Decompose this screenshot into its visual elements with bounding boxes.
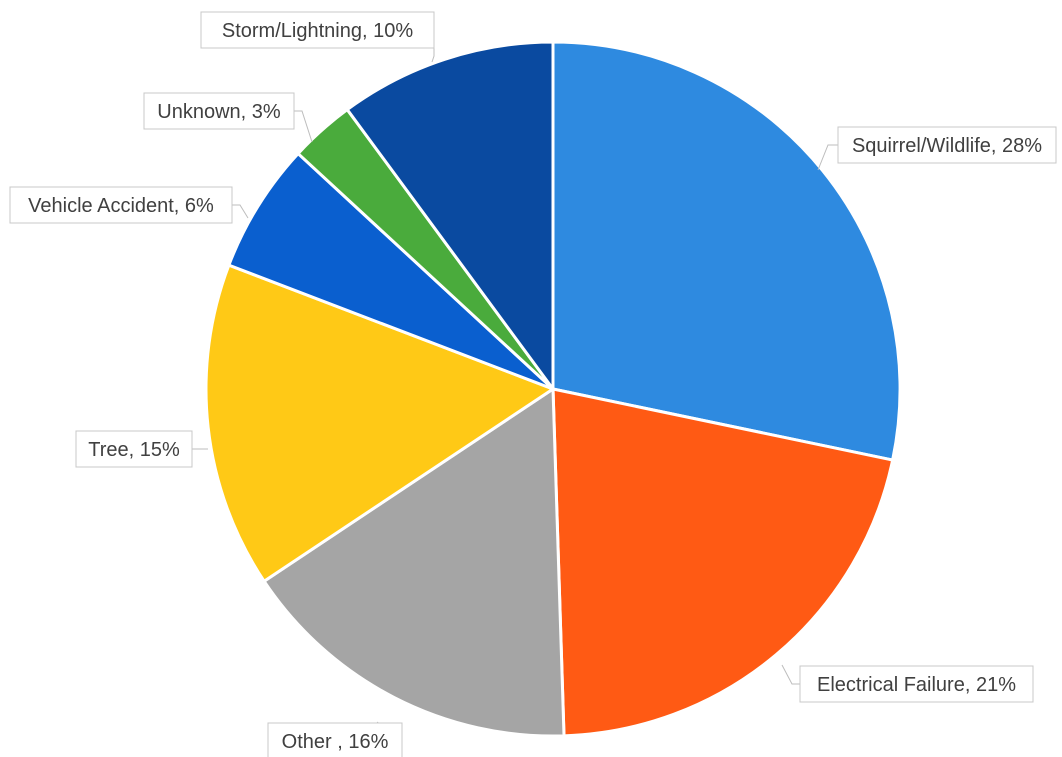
- pie-slice-tree: [204, 263, 555, 583]
- data-label-other: Other , 16%: [282, 731, 389, 753]
- leader-line-vehicle-accident: [232, 204, 249, 219]
- data-label-unknown: Unknown, 3%: [157, 101, 281, 123]
- pie-slice-vehicle-accident: [227, 152, 555, 391]
- pie-slice-squirrel-wildlife: [551, 40, 902, 462]
- data-label-box-vehicle-accident: [9, 186, 233, 224]
- pie-slice-storm-lightning: [345, 40, 555, 391]
- data-label-box-unknown: [143, 92, 295, 130]
- data-label-box-other: [267, 722, 403, 757]
- data-label-electrical-failure: Electrical Failure, 21%: [817, 674, 1016, 696]
- data-label-vehicle-accident: Vehicle Accident, 6%: [28, 195, 214, 217]
- data-label-tree: Tree, 15%: [88, 439, 180, 461]
- pie-slices: [204, 40, 902, 738]
- data-labels: Squirrel/Wildlife, 28% Electrical Failure…: [9, 11, 1057, 757]
- data-label-box-tree: [75, 430, 193, 468]
- data-label-box-squirrel-wildlife: [837, 126, 1057, 164]
- leader-line-storm-lightning: [431, 48, 435, 63]
- data-label-box-storm-lightning: [200, 11, 435, 49]
- leader-line-unknown: [294, 110, 313, 143]
- data-label-storm-lightning: Storm/Lightning, 10%: [222, 20, 413, 42]
- data-label-squirrel-wildlife: Squirrel/Wildlife, 28%: [852, 135, 1042, 157]
- leader-line-squirrel-wildlife: [817, 144, 838, 171]
- leader-line-electrical-failure: [781, 664, 800, 685]
- pie-slice-electrical-failure: [551, 387, 895, 738]
- data-label-box-electrical-failure: [799, 665, 1034, 703]
- pie-slice-other: [262, 387, 566, 738]
